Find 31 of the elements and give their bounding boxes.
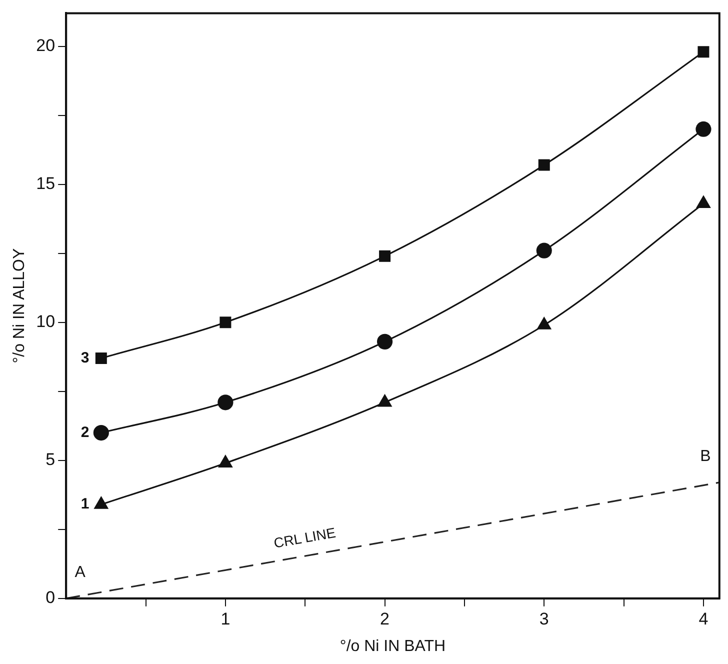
point: [538, 159, 550, 171]
x-tick-label: 2: [380, 609, 390, 628]
point: [218, 455, 232, 468]
point: [218, 394, 234, 410]
point: [698, 46, 710, 58]
y-axis-title: °/o Ni IN ALLOY: [11, 248, 28, 364]
y-tick-label: 5: [46, 450, 56, 470]
point: [536, 242, 552, 258]
point: [94, 496, 108, 509]
point: [379, 250, 391, 262]
point: [220, 316, 232, 328]
series-label: 2: [80, 424, 90, 441]
x-tick-label: 4: [698, 609, 708, 628]
series-label: 1: [80, 496, 90, 513]
point: [537, 317, 551, 330]
series-label: 3: [80, 349, 90, 366]
point: [376, 334, 393, 350]
y-tick-label: 10: [36, 312, 56, 332]
text: CRL LINE: [272, 524, 337, 551]
point: [93, 424, 109, 441]
point: [696, 121, 712, 137]
point: [95, 352, 107, 364]
x-tick-label: 1: [220, 609, 230, 628]
x-axis-title: °/o Ni IN BATH: [340, 638, 446, 655]
y-tick-label: 15: [36, 174, 56, 194]
annotation: A: [74, 564, 86, 581]
y-tick-label: 20: [36, 36, 56, 56]
y-tick-label: 0: [46, 588, 56, 608]
point: [378, 394, 392, 407]
annotation: B: [700, 448, 711, 465]
x-tick-label: 3: [539, 609, 549, 628]
